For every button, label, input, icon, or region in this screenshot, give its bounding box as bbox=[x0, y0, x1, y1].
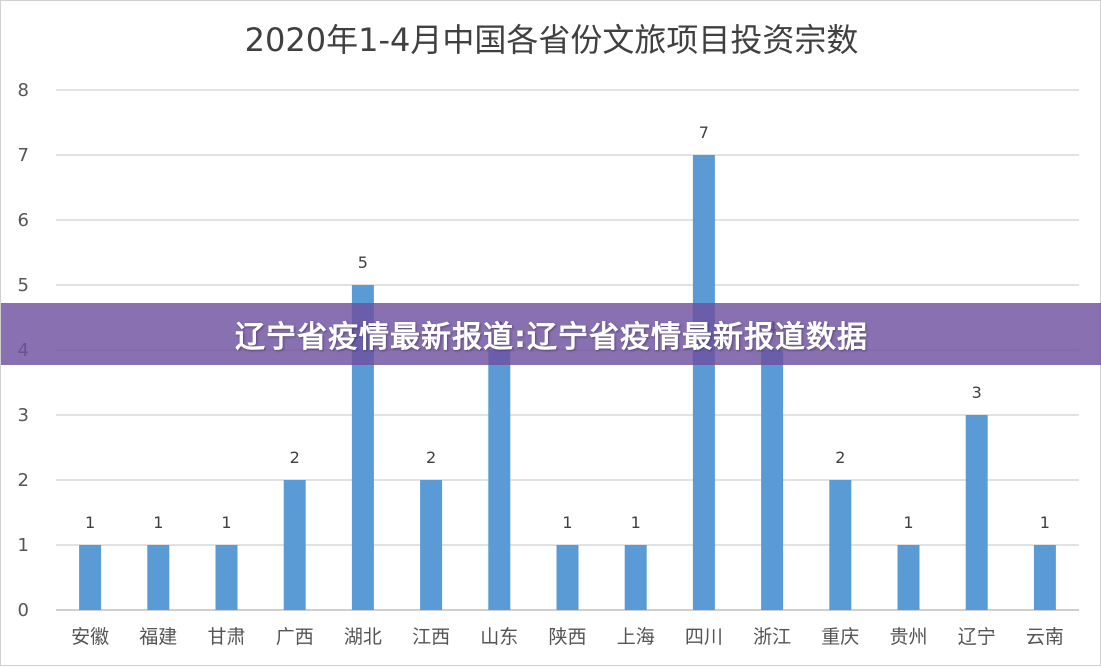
bar-甘肃 bbox=[215, 545, 238, 610]
x-tick-label: 江西 bbox=[412, 626, 450, 648]
y-tick-label: 3 bbox=[18, 405, 29, 426]
data-label: 2 bbox=[426, 448, 436, 467]
y-tick-label: 5 bbox=[18, 275, 29, 296]
data-label: 1 bbox=[153, 513, 163, 532]
y-tick-label: 2 bbox=[18, 470, 29, 491]
bar-重庆 bbox=[829, 480, 852, 610]
data-label: 1 bbox=[1040, 513, 1050, 532]
bar-陕西 bbox=[556, 545, 579, 610]
overlay-banner: 辽宁省疫情最新报道:辽宁省疫情最新报道数据 bbox=[1, 303, 1101, 365]
data-label: 1 bbox=[221, 513, 231, 532]
bar-辽宁 bbox=[965, 415, 988, 610]
chart-title: 2020年1-4月中国各省份文旅项目投资宗数 bbox=[244, 21, 859, 59]
bar-广西 bbox=[283, 480, 306, 610]
data-label: 2 bbox=[290, 448, 300, 467]
bar-山东 bbox=[488, 350, 511, 610]
banner-text: 辽宁省疫情最新报道:辽宁省疫情最新报道数据 bbox=[235, 320, 868, 355]
x-tick-label: 浙江 bbox=[753, 626, 791, 648]
x-tick-label: 云南 bbox=[1026, 626, 1064, 648]
data-label: 7 bbox=[699, 123, 709, 142]
x-tick-label: 辽宁 bbox=[958, 626, 996, 648]
bar-福建 bbox=[147, 545, 170, 610]
y-tick-label: 6 bbox=[18, 210, 29, 231]
bar-湖北 bbox=[351, 285, 374, 610]
x-tick-label: 甘肃 bbox=[207, 626, 245, 648]
data-label: 1 bbox=[85, 513, 95, 532]
data-label: 5 bbox=[358, 253, 368, 272]
x-tick-label: 陕西 bbox=[548, 626, 586, 648]
x-tick-label: 贵州 bbox=[889, 626, 927, 648]
x-tick-label: 安徽 bbox=[71, 626, 109, 648]
x-axis: 安徽 福建 甘肃 广西 湖北 江西 山东 陕西 上海 四川 浙江 重庆 贵州 辽宁 云南 bbox=[71, 626, 1064, 648]
x-tick-label: 湖北 bbox=[344, 626, 382, 648]
bar-江西 bbox=[420, 480, 443, 610]
data-label: 1 bbox=[562, 513, 572, 532]
x-tick-label: 广西 bbox=[276, 626, 314, 648]
x-tick-label: 重庆 bbox=[821, 626, 859, 648]
x-tick-label: 福建 bbox=[139, 626, 177, 648]
bar-四川 bbox=[692, 155, 715, 610]
data-label: 1 bbox=[631, 513, 641, 532]
bars bbox=[79, 155, 1056, 610]
x-tick-label: 上海 bbox=[617, 626, 655, 648]
bar-云南 bbox=[1033, 545, 1056, 610]
bar-贵州 bbox=[897, 545, 920, 610]
x-tick-label: 山东 bbox=[480, 626, 518, 648]
bar-上海 bbox=[624, 545, 647, 610]
data-label: 3 bbox=[972, 383, 982, 402]
data-label: 2 bbox=[835, 448, 845, 467]
y-tick-label: 7 bbox=[18, 145, 29, 166]
x-tick-label: 四川 bbox=[685, 626, 723, 648]
y-tick-label: 1 bbox=[18, 535, 29, 556]
y-tick-label: 8 bbox=[18, 80, 29, 101]
y-tick-label: 0 bbox=[18, 600, 29, 621]
data-label: 1 bbox=[903, 513, 913, 532]
bar-浙江 bbox=[761, 350, 784, 610]
bar-安徽 bbox=[79, 545, 102, 610]
